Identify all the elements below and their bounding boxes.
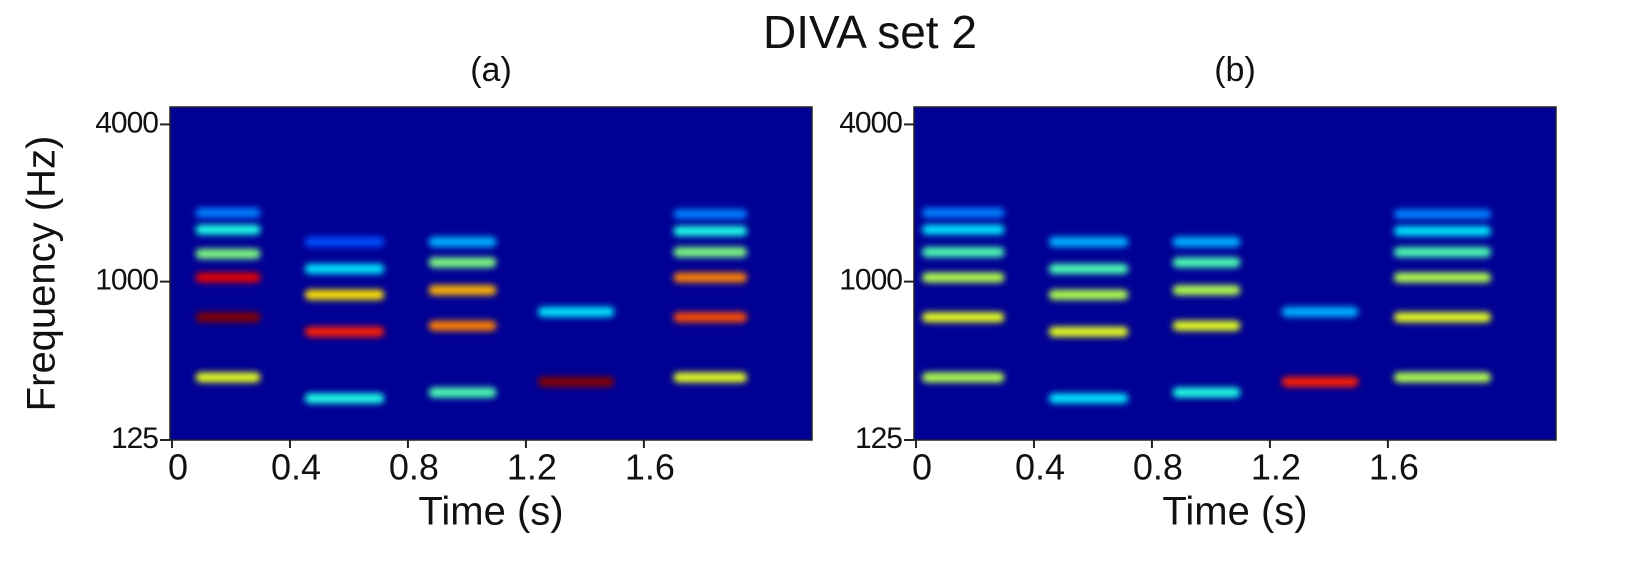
- harmonic-band: [537, 376, 615, 387]
- harmonic-band: [195, 372, 261, 383]
- x-axis-label: Time (s): [418, 490, 563, 534]
- y-axis-label: Frequency (Hz): [20, 136, 64, 412]
- harmonic-band: [304, 263, 385, 274]
- harmonic-band: [673, 226, 748, 237]
- harmonic-band: [1172, 257, 1241, 268]
- x-tick-label: 1.2: [507, 447, 557, 488]
- figure-title: DIVA set 2: [763, 6, 977, 58]
- x-tick-label: 1.2: [1251, 447, 1301, 488]
- harmonic-band: [921, 372, 1005, 383]
- harmonic-band: [673, 272, 748, 283]
- x-axis-label: Time (s): [1162, 490, 1307, 534]
- panel-subtitle: (a): [470, 51, 512, 89]
- harmonic-band: [673, 312, 748, 323]
- harmonic-band: [428, 387, 497, 398]
- harmonic-band: [304, 393, 385, 404]
- x-tick-label: 0.4: [1015, 447, 1065, 488]
- harmonic-band: [195, 207, 261, 218]
- harmonic-band: [428, 285, 497, 296]
- harmonic-band: [195, 272, 261, 283]
- y-tick-label: 125: [111, 422, 158, 455]
- harmonic-band: [1172, 320, 1241, 331]
- harmonic-band: [1048, 289, 1129, 300]
- harmonic-band: [304, 236, 385, 247]
- harmonic-band: [304, 289, 385, 300]
- harmonic-band: [304, 326, 385, 337]
- x-tick-label: 1.6: [1369, 447, 1419, 488]
- y-tick-label: 1000: [95, 264, 158, 297]
- harmonic-band: [1393, 372, 1492, 383]
- harmonic-band: [921, 207, 1005, 218]
- harmonic-band: [673, 209, 748, 220]
- harmonic-band: [921, 224, 1005, 235]
- harmonic-band: [428, 257, 497, 268]
- harmonic-band: [428, 236, 497, 247]
- harmonic-band: [1048, 263, 1129, 274]
- x-tick-label: 1.6: [625, 447, 675, 488]
- harmonic-band: [1048, 393, 1129, 404]
- y-tick-label: 1000: [839, 264, 902, 297]
- harmonic-band: [921, 272, 1005, 283]
- plot-frame: [913, 106, 1557, 441]
- spectrogram-marks: [195, 207, 748, 404]
- harmonic-band: [921, 247, 1005, 258]
- x-tick-label: 0: [912, 447, 932, 488]
- harmonic-band: [921, 312, 1005, 323]
- spectrogram-marks: [921, 207, 1492, 404]
- harmonic-band: [1172, 387, 1241, 398]
- y-tick-label: 4000: [839, 106, 902, 139]
- harmonic-band: [1393, 272, 1492, 283]
- harmonic-band: [195, 312, 261, 323]
- panel-subtitle: (b): [1214, 51, 1256, 89]
- harmonic-band: [1172, 236, 1241, 247]
- harmonic-band: [1048, 326, 1129, 337]
- harmonic-band: [1281, 306, 1359, 317]
- harmonic-band: [1048, 236, 1129, 247]
- harmonic-band: [1281, 376, 1359, 387]
- harmonic-band: [537, 306, 615, 317]
- harmonic-band: [673, 247, 748, 258]
- harmonic-band: [1172, 285, 1241, 296]
- y-tick-label: 4000: [95, 106, 158, 139]
- x-tick-label: 0: [168, 447, 188, 488]
- plot-frame: [169, 106, 813, 441]
- harmonic-band: [195, 224, 261, 235]
- x-tick-label: 0.8: [1133, 447, 1183, 488]
- y-tick-label: 125: [855, 422, 902, 455]
- harmonic-band: [673, 372, 748, 383]
- harmonic-band: [1393, 209, 1492, 220]
- harmonic-band: [195, 248, 261, 259]
- x-tick-label: 0.4: [271, 447, 321, 488]
- x-tick-label: 0.8: [389, 447, 439, 488]
- harmonic-band: [1393, 312, 1492, 323]
- harmonic-band: [1393, 247, 1492, 258]
- harmonic-band: [428, 320, 497, 331]
- harmonic-band: [1393, 226, 1492, 237]
